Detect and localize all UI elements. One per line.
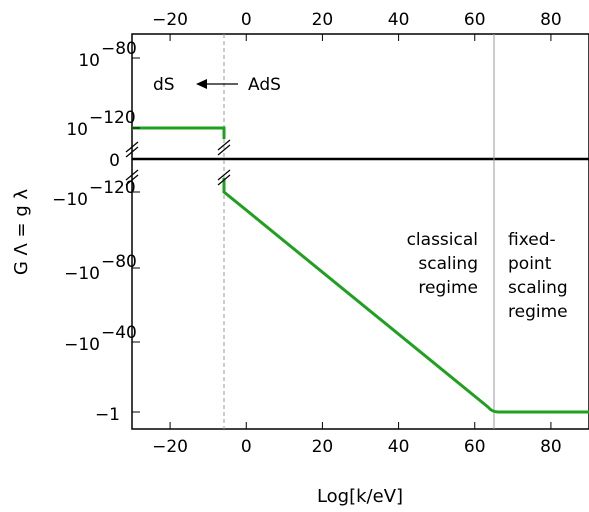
annotation-fixed-line2: point xyxy=(508,254,552,274)
annotation-classical-line1: classical xyxy=(407,230,478,250)
plot-frame xyxy=(131,33,589,430)
x-tick-label-top: 80 xyxy=(540,10,562,30)
x-tick-label-top: 20 xyxy=(312,10,334,30)
axis-break-ads-ds xyxy=(217,139,231,186)
x-ticks-bottom xyxy=(169,422,552,429)
y-tick-exp-neg-1e-40: −40 xyxy=(101,323,137,343)
x-tick-labels-bottom: −20 0 20 40 60 80 xyxy=(152,437,562,457)
annotation-fixed-line1: fixed- xyxy=(508,230,556,250)
y-ticks xyxy=(132,57,140,413)
arrow-left-icon xyxy=(196,79,207,89)
annotation-ds: dS xyxy=(153,75,175,95)
x-tick-label-top: 40 xyxy=(388,10,410,30)
annotation-fixed-line4: regime xyxy=(508,302,568,322)
y-axis-title: G Λ = g λ xyxy=(11,189,32,276)
x-tick-label-bottom: 80 xyxy=(540,437,562,457)
x-tick-label-bottom: 20 xyxy=(312,437,334,457)
x-tick-labels-top: −20 0 20 40 60 80 xyxy=(152,10,562,30)
y-tick-label-1e-80: 10 xyxy=(78,51,100,71)
y-tick-label-neg-1: −1 xyxy=(95,405,120,425)
x-tick-label-top: −20 xyxy=(152,10,188,30)
annotation-classical-line2: scaling xyxy=(418,254,478,274)
y-tick-label-zero: 0 xyxy=(109,151,120,171)
y-tick-exp-neg-1e-80: −80 xyxy=(101,252,137,272)
y-tick-label-neg-1e-120: −10 xyxy=(52,190,88,210)
y-tick-label-neg-1e-40: −10 xyxy=(64,335,100,355)
annotation-fixed-line3: scaling xyxy=(508,278,568,298)
annotation-ads: AdS xyxy=(248,75,281,95)
series-line-lower xyxy=(222,178,589,414)
y-tick-exp-1e-80: −80 xyxy=(101,39,137,59)
x-axis-title: Log[k/eV] xyxy=(317,486,403,507)
x-tick-label-bottom: −20 xyxy=(152,437,188,457)
y-tick-exp-neg-1e-120: −120 xyxy=(89,178,136,198)
x-tick-label-bottom: 60 xyxy=(464,437,486,457)
y-tick-label-1e-120: 10 xyxy=(66,120,88,140)
series-line-upper xyxy=(132,126,226,139)
x-tick-label-top: 0 xyxy=(241,10,252,30)
x-tick-label-top: 60 xyxy=(464,10,486,30)
x-tick-label-bottom: 0 xyxy=(241,437,252,457)
y-tick-exp-1e-120: −120 xyxy=(89,108,136,128)
y-tick-label-neg-1e-80: −10 xyxy=(64,264,100,284)
x-tick-label-bottom: 40 xyxy=(388,437,410,457)
axis-break-left xyxy=(125,141,139,186)
annotation-classical-line3: regime xyxy=(418,278,478,298)
x-ticks-top xyxy=(169,34,552,41)
